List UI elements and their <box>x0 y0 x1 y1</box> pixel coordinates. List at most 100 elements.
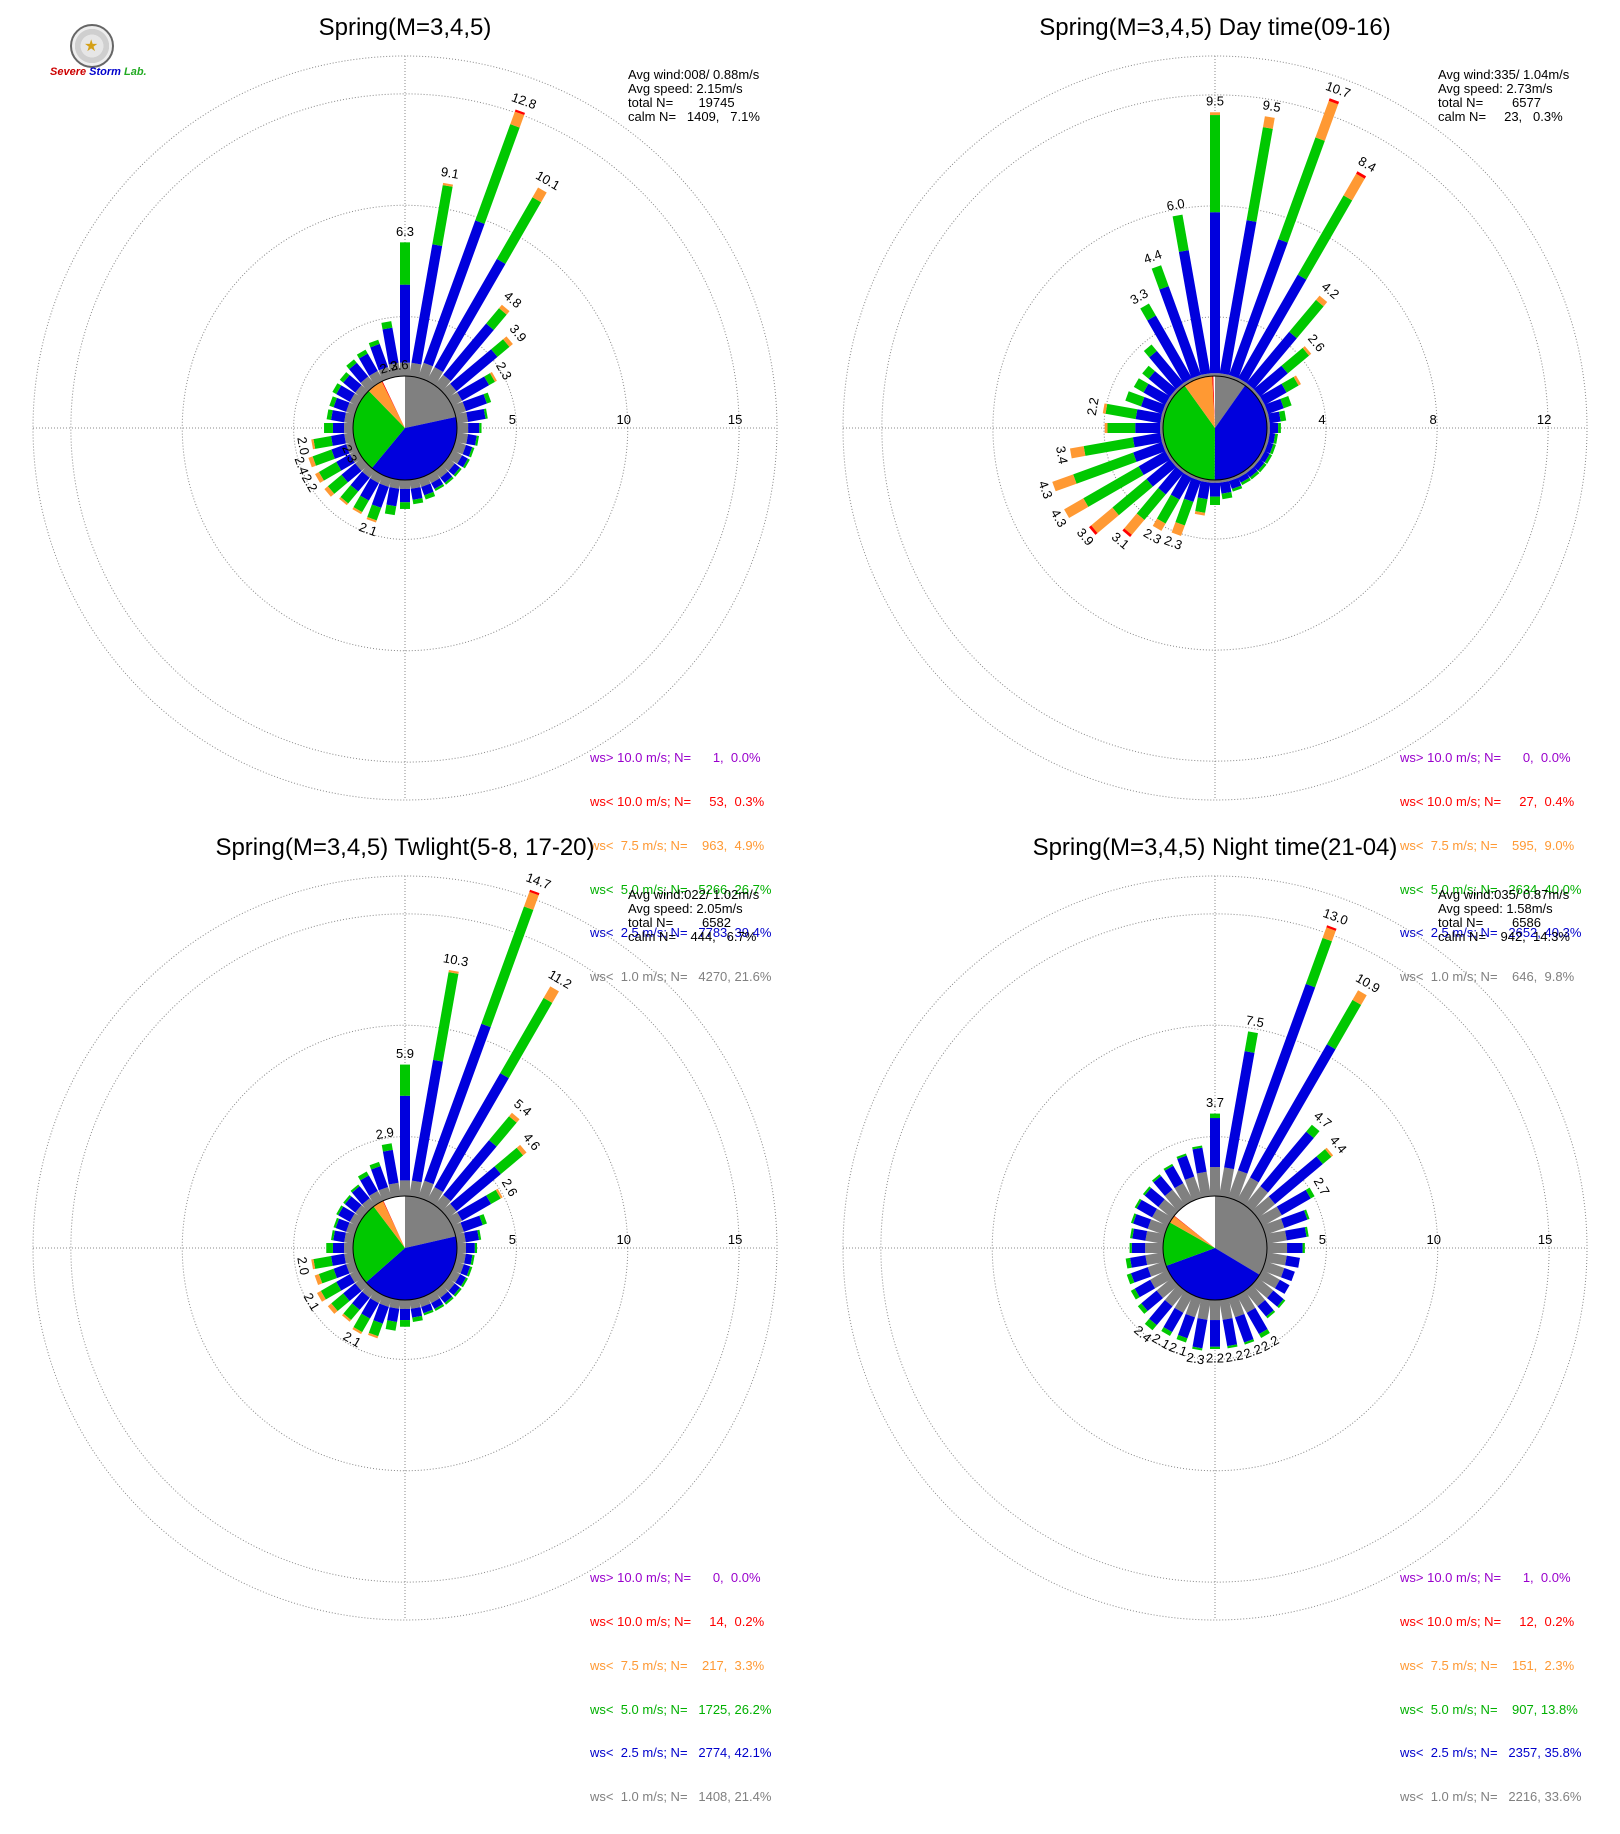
direction-bar-80 <box>1265 410 1287 424</box>
direction-bar-250 <box>308 441 358 468</box>
direction-bar-140 <box>434 1284 454 1305</box>
bar-segment <box>366 517 377 523</box>
legend-entry: ws< 5.0 m/s; N= 5266, 26.7% <box>590 881 772 897</box>
bar-segment <box>1262 1261 1285 1278</box>
direction-bar-200 <box>366 475 392 523</box>
bar-segment <box>1258 1329 1270 1338</box>
bar-segment <box>353 1313 370 1333</box>
direction-bar-270 <box>324 423 353 433</box>
direction-bar-80 <box>455 408 488 424</box>
direction-bar-270 <box>1104 423 1164 433</box>
bar-segment <box>1244 1031 1258 1053</box>
bar-segment <box>332 1243 345 1253</box>
bar-segment <box>400 242 410 285</box>
direction-bar-220 <box>341 1284 376 1322</box>
bar-total-label: 10.7 <box>1324 78 1353 101</box>
direction-bar-40 <box>1244 1124 1320 1212</box>
bar-segment <box>346 402 358 415</box>
direction-bar-320 <box>1143 344 1186 392</box>
direction-bar-140 <box>1244 464 1260 480</box>
bar-segment <box>1210 1320 1220 1347</box>
bar-segment <box>426 1186 444 1206</box>
bar-segment <box>1322 927 1336 942</box>
direction-bar-50 <box>441 1144 527 1219</box>
bar-segment <box>333 397 350 412</box>
bar-segment <box>1304 1209 1310 1220</box>
bar-segment <box>346 359 357 370</box>
direction-bar-330 <box>356 349 384 386</box>
direction-bar-290 <box>333 1217 358 1235</box>
bar-segment <box>1143 383 1171 405</box>
bar-segment <box>367 504 382 521</box>
bar-segment <box>315 471 324 483</box>
bar-segment <box>318 1268 337 1284</box>
bar-segment <box>483 392 492 404</box>
bar-segment <box>1149 1299 1173 1326</box>
direction-bar-0 <box>400 1064 410 1196</box>
bar-segment <box>1267 1243 1288 1253</box>
bar-segment <box>432 185 453 247</box>
bar-segment <box>318 461 342 481</box>
bar-segment <box>440 471 453 483</box>
bar-segment <box>462 444 473 457</box>
bar-segment <box>426 366 444 386</box>
bar-segment <box>1326 925 1337 931</box>
bar-segment <box>418 362 433 381</box>
pie-slice <box>405 1196 456 1248</box>
bar-segment <box>1264 442 1274 454</box>
bar-segment <box>1169 457 1179 468</box>
bar-total-label: 2.2 <box>1084 396 1102 416</box>
direction-bar-290 <box>329 396 358 415</box>
bar-segment <box>457 376 490 401</box>
direction-bar-20 <box>1228 98 1340 381</box>
direction-bar-80 <box>455 1229 482 1244</box>
direction-bar-160 <box>1228 1295 1255 1345</box>
wind-rose-plot: 4 8 123.34.46.09.5 9.510.78.44.22.62.32.33.… <box>842 55 1588 801</box>
bar-segment <box>1257 396 1265 407</box>
wind-rose-plot: 5 10 152.23.66.39.112.810.14.83.92.32.12.2… <box>32 55 778 801</box>
direction-bar-60 <box>447 372 497 407</box>
bar-total-label: 4.4 <box>1142 246 1164 266</box>
bar-segment <box>1133 442 1166 462</box>
direction-bar-210 <box>1152 470 1194 531</box>
bar-segment <box>448 463 460 476</box>
bar-segment <box>355 457 369 471</box>
bar-segment <box>1244 1186 1269 1212</box>
bar-segment <box>331 444 350 459</box>
bar-segment <box>1143 344 1157 358</box>
bar-segment <box>1107 423 1136 433</box>
avg-speed: Avg speed: 1.58m/s <box>1438 901 1553 916</box>
bar-segment <box>1262 404 1269 415</box>
bar-segment <box>1176 1334 1188 1343</box>
direction-bar-180 <box>400 1300 410 1327</box>
bar-segment <box>464 1230 480 1243</box>
direction-bar-150 <box>1236 470 1251 486</box>
bar-segment <box>1265 1230 1287 1244</box>
bar-segment <box>1269 443 1277 455</box>
direction-bar-50 <box>1251 346 1312 399</box>
direction-bar-180 <box>400 480 410 509</box>
bar-segment <box>386 487 400 507</box>
direction-bar-170 <box>409 478 424 505</box>
bar-segment <box>1280 1267 1295 1282</box>
bar-segment <box>1183 477 1201 503</box>
bar-segment <box>355 385 369 399</box>
bar-segment <box>362 464 376 478</box>
bar-segment <box>1251 1196 1276 1219</box>
bar-segment <box>434 484 445 491</box>
bar-segment <box>1210 1113 1220 1119</box>
ring-label: 10 <box>617 1232 631 1247</box>
bar-segment <box>400 1300 410 1309</box>
bar-segment <box>360 478 379 501</box>
bar-segment <box>452 441 467 455</box>
bar-segment <box>1249 471 1260 480</box>
bar-segment <box>1130 1213 1137 1224</box>
bar-segment <box>421 483 434 496</box>
bar-segment <box>346 441 358 454</box>
bar-total-label: 2.6 <box>499 1176 521 1199</box>
bar-segment <box>1257 1269 1280 1289</box>
bar-segment <box>1134 1279 1156 1298</box>
bar-segment <box>1125 391 1145 407</box>
bar-total-label: 2.7 <box>1311 1175 1333 1198</box>
bar-segment <box>346 1222 358 1235</box>
